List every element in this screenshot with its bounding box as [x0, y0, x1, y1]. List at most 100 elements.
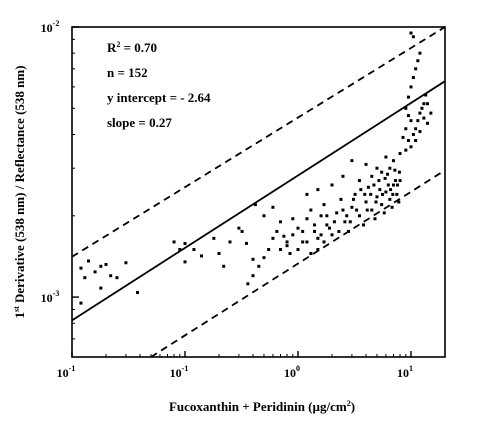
- data-point: [99, 286, 103, 290]
- data-point: [322, 203, 326, 207]
- data-point: [339, 197, 343, 201]
- data-point: [401, 135, 405, 139]
- data-point: [275, 229, 279, 233]
- data-point: [341, 208, 345, 212]
- data-point: [291, 233, 295, 237]
- data-point: [246, 282, 250, 286]
- data-point: [267, 248, 271, 252]
- data-point: [393, 168, 397, 172]
- data-point: [409, 31, 413, 35]
- data-point: [301, 240, 305, 244]
- plot-frame: [71, 26, 446, 358]
- data-point: [136, 290, 140, 294]
- data-point: [404, 106, 408, 110]
- data-point: [253, 203, 257, 207]
- data-point: [406, 114, 410, 118]
- data-point: [381, 192, 385, 196]
- data-point: [409, 145, 413, 149]
- data-point: [375, 195, 379, 199]
- data-point: [374, 200, 378, 204]
- data-point: [79, 266, 83, 270]
- data-point: [83, 276, 87, 280]
- data-point: [384, 190, 388, 194]
- data-point: [357, 179, 361, 183]
- data-point: [363, 192, 367, 196]
- data-point: [389, 188, 393, 192]
- data-point: [384, 155, 388, 159]
- data-point: [398, 152, 402, 156]
- data-point: [359, 188, 363, 192]
- data-point: [364, 162, 368, 166]
- data-point: [228, 240, 232, 244]
- data-point: [414, 127, 418, 131]
- data-point: [109, 274, 113, 278]
- x-tick-label: 10-1: [57, 364, 76, 380]
- data-point: [355, 208, 359, 212]
- data-points: [79, 31, 433, 305]
- data-point: [364, 200, 368, 204]
- data-point: [350, 205, 354, 209]
- data-point: [386, 183, 390, 187]
- data-point: [418, 111, 422, 115]
- data-point: [420, 106, 424, 110]
- data-point: [372, 183, 376, 187]
- data-point: [99, 264, 103, 268]
- data-point: [345, 214, 349, 218]
- data-point: [271, 236, 275, 240]
- data-point: [285, 244, 289, 248]
- data-point: [178, 248, 182, 252]
- regression-line: [71, 80, 446, 322]
- data-point: [416, 59, 420, 63]
- data-point: [316, 248, 320, 252]
- data-point: [217, 251, 221, 255]
- upper-prediction-bound: [71, 26, 446, 258]
- data-point: [305, 240, 309, 244]
- data-point: [104, 263, 108, 267]
- data-point: [335, 211, 339, 215]
- data-point: [316, 188, 320, 192]
- data-point: [406, 95, 410, 99]
- data-point: [397, 170, 401, 174]
- data-point: [319, 214, 323, 218]
- data-point: [285, 240, 289, 244]
- data-point: [93, 270, 97, 274]
- data-point: [429, 111, 433, 115]
- y-axis-label: 1st Derivative (538 nm) / Reflectance (5…: [12, 65, 27, 318]
- data-point: [301, 229, 305, 233]
- data-point: [378, 188, 382, 192]
- data-point: [411, 132, 415, 136]
- data-point: [313, 223, 317, 227]
- data-point: [390, 205, 394, 209]
- data-point: [386, 172, 390, 176]
- r-squared-text: R2 = 0.70: [107, 40, 157, 55]
- data-point: [251, 274, 255, 278]
- data-point: [343, 220, 347, 224]
- data-point: [322, 240, 326, 244]
- data-point: [296, 226, 300, 230]
- data-point: [353, 192, 357, 196]
- data-point: [183, 241, 187, 245]
- data-point: [172, 240, 176, 244]
- data-point: [388, 197, 392, 201]
- data-point: [369, 192, 373, 196]
- data-point: [404, 148, 408, 152]
- data-point: [414, 138, 418, 142]
- data-point: [382, 211, 386, 215]
- x-tick-label: 101: [397, 364, 413, 380]
- data-point: [332, 220, 336, 224]
- data-point: [192, 248, 196, 252]
- data-point: [87, 259, 91, 263]
- slope-text: slope = 0.27: [107, 115, 172, 130]
- data-point: [409, 85, 413, 89]
- data-point: [388, 166, 392, 170]
- data-point: [244, 241, 248, 245]
- data-point: [422, 116, 426, 120]
- data-point: [305, 217, 309, 221]
- data-point: [380, 203, 384, 207]
- data-point: [414, 67, 418, 71]
- data-point: [271, 205, 275, 209]
- data-point: [404, 127, 408, 131]
- data-point: [352, 197, 356, 201]
- x-tick-label: 10-1: [170, 364, 189, 380]
